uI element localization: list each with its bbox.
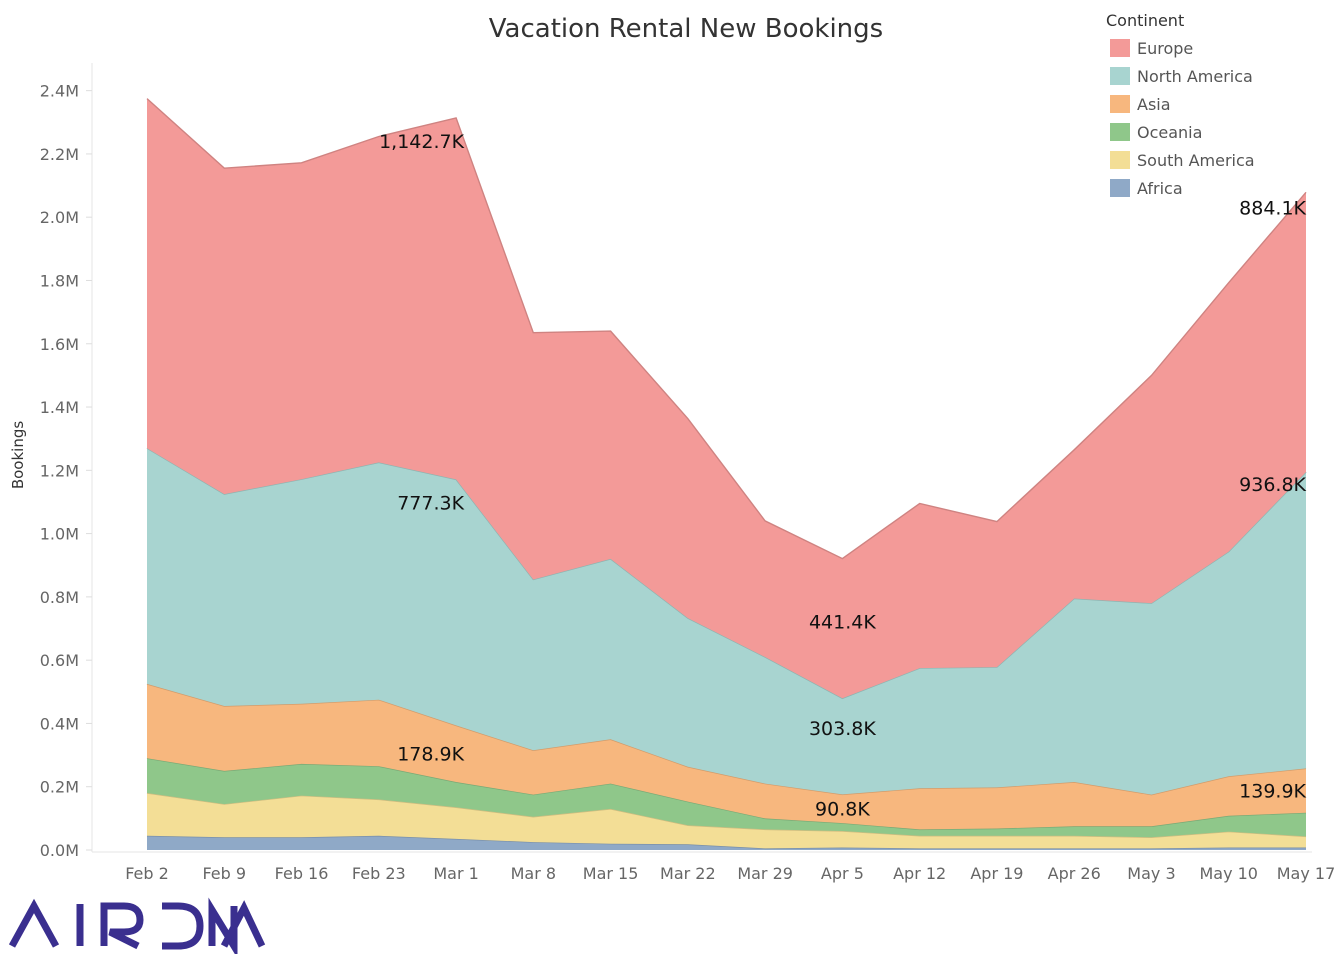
area-africa[interactable] — [147, 835, 1306, 850]
x-tick-label: May 10 — [1199, 864, 1258, 883]
x-tick-label: May 3 — [1127, 864, 1175, 883]
x-tick-label: Mar 15 — [583, 864, 639, 883]
legend-label-asia[interactable]: Asia — [1137, 95, 1171, 114]
legend-swatch-africa[interactable] — [1110, 179, 1130, 197]
x-tick-label: May 17 — [1277, 864, 1336, 883]
data-label-north-america: 936.8K — [1239, 474, 1306, 496]
legend-swatch-europe[interactable] — [1110, 39, 1130, 57]
legend-swatch-north-america[interactable] — [1110, 67, 1130, 85]
y-tick-label: 0.8M — [40, 588, 79, 607]
y-tick-label: 0.0M — [40, 841, 79, 860]
area-edge-europe — [146, 98, 1307, 560]
area-oceania[interactable] — [147, 758, 1306, 838]
axes: 0.0M 0.2M 0.4M 0.6M 0.8M 1.0M 1.2M 1.4M 1.6M 1.8M… — [40, 63, 1336, 883]
x-tick-label: Feb 9 — [202, 864, 246, 883]
x-tick-label: Feb 2 — [125, 864, 169, 883]
area-asia[interactable] — [147, 683, 1306, 830]
area-south-america[interactable] — [147, 793, 1306, 849]
annotations: 1,142.7K 777.3K 178.9K 441.4K 303.8K 90.8K 884… — [379, 131, 1306, 821]
legend-swatch-asia[interactable] — [1110, 95, 1130, 113]
data-label-asia: 90.8K — [815, 799, 870, 821]
x-tick-label: Mar 1 — [433, 864, 478, 883]
y-tick-label: 2.2M — [40, 145, 79, 164]
data-label-europe: 884.1K — [1239, 197, 1306, 219]
logo-mark — [8, 897, 266, 958]
x-tick-label: Apr 12 — [893, 864, 946, 883]
legend: Continent Europe North America Asia Oceania… — [1106, 11, 1255, 198]
legend-label-africa[interactable]: Africa — [1137, 179, 1183, 198]
stacked-areas — [146, 98, 1307, 850]
x-tick-label: Mar 29 — [737, 864, 793, 883]
y-tick-label: 1.0M — [40, 525, 79, 544]
x-tick-label: Mar 22 — [660, 864, 716, 883]
data-label-europe: 441.4K — [809, 611, 876, 633]
data-label-asia: 178.9K — [397, 744, 464, 766]
data-label-north-america: 777.3K — [397, 492, 464, 514]
x-tick-label: Apr 26 — [1048, 864, 1101, 883]
legend-label-oceania[interactable]: Oceania — [1137, 123, 1202, 142]
x-tick-label: Feb 16 — [275, 864, 329, 883]
y-tick-label: 2.0M — [40, 208, 79, 227]
y-tick-label: 2.4M — [40, 82, 79, 101]
y-tick-label: 0.6M — [40, 651, 79, 670]
x-tick-label: Feb 23 — [352, 864, 406, 883]
y-axis-title: Bookings — [9, 421, 27, 490]
data-label-north-america: 303.8K — [809, 718, 876, 740]
y-tick-label: 0.2M — [40, 778, 79, 797]
legend-swatch-south-america[interactable] — [1110, 151, 1130, 169]
legend-label-europe[interactable]: Europe — [1137, 39, 1193, 58]
y-tick-label: 0.4M — [40, 714, 79, 733]
legend-label-north-america[interactable]: North America — [1137, 67, 1253, 86]
area-north-america[interactable] — [147, 448, 1306, 795]
data-label-asia: 139.9K — [1239, 781, 1306, 803]
legend-title: Continent — [1106, 11, 1184, 30]
y-tick-label: 1.8M — [40, 271, 79, 290]
y-tick-label: 1.6M — [40, 335, 79, 354]
x-tick-label: Apr 5 — [821, 864, 864, 883]
y-tick-label: 1.2M — [40, 461, 79, 480]
area-europe[interactable] — [147, 98, 1306, 699]
legend-label-south-america[interactable]: South America — [1137, 151, 1255, 170]
airdna-logo — [4, 894, 266, 958]
x-tick-label: Mar 8 — [511, 864, 556, 883]
chart-title: Vacation Rental New Bookings — [489, 14, 883, 44]
legend-swatch-oceania[interactable] — [1110, 123, 1130, 141]
data-label-europe: 1,142.7K — [379, 131, 465, 153]
y-tick-label: 1.4M — [40, 398, 79, 417]
x-tick-label: Apr 19 — [970, 864, 1023, 883]
